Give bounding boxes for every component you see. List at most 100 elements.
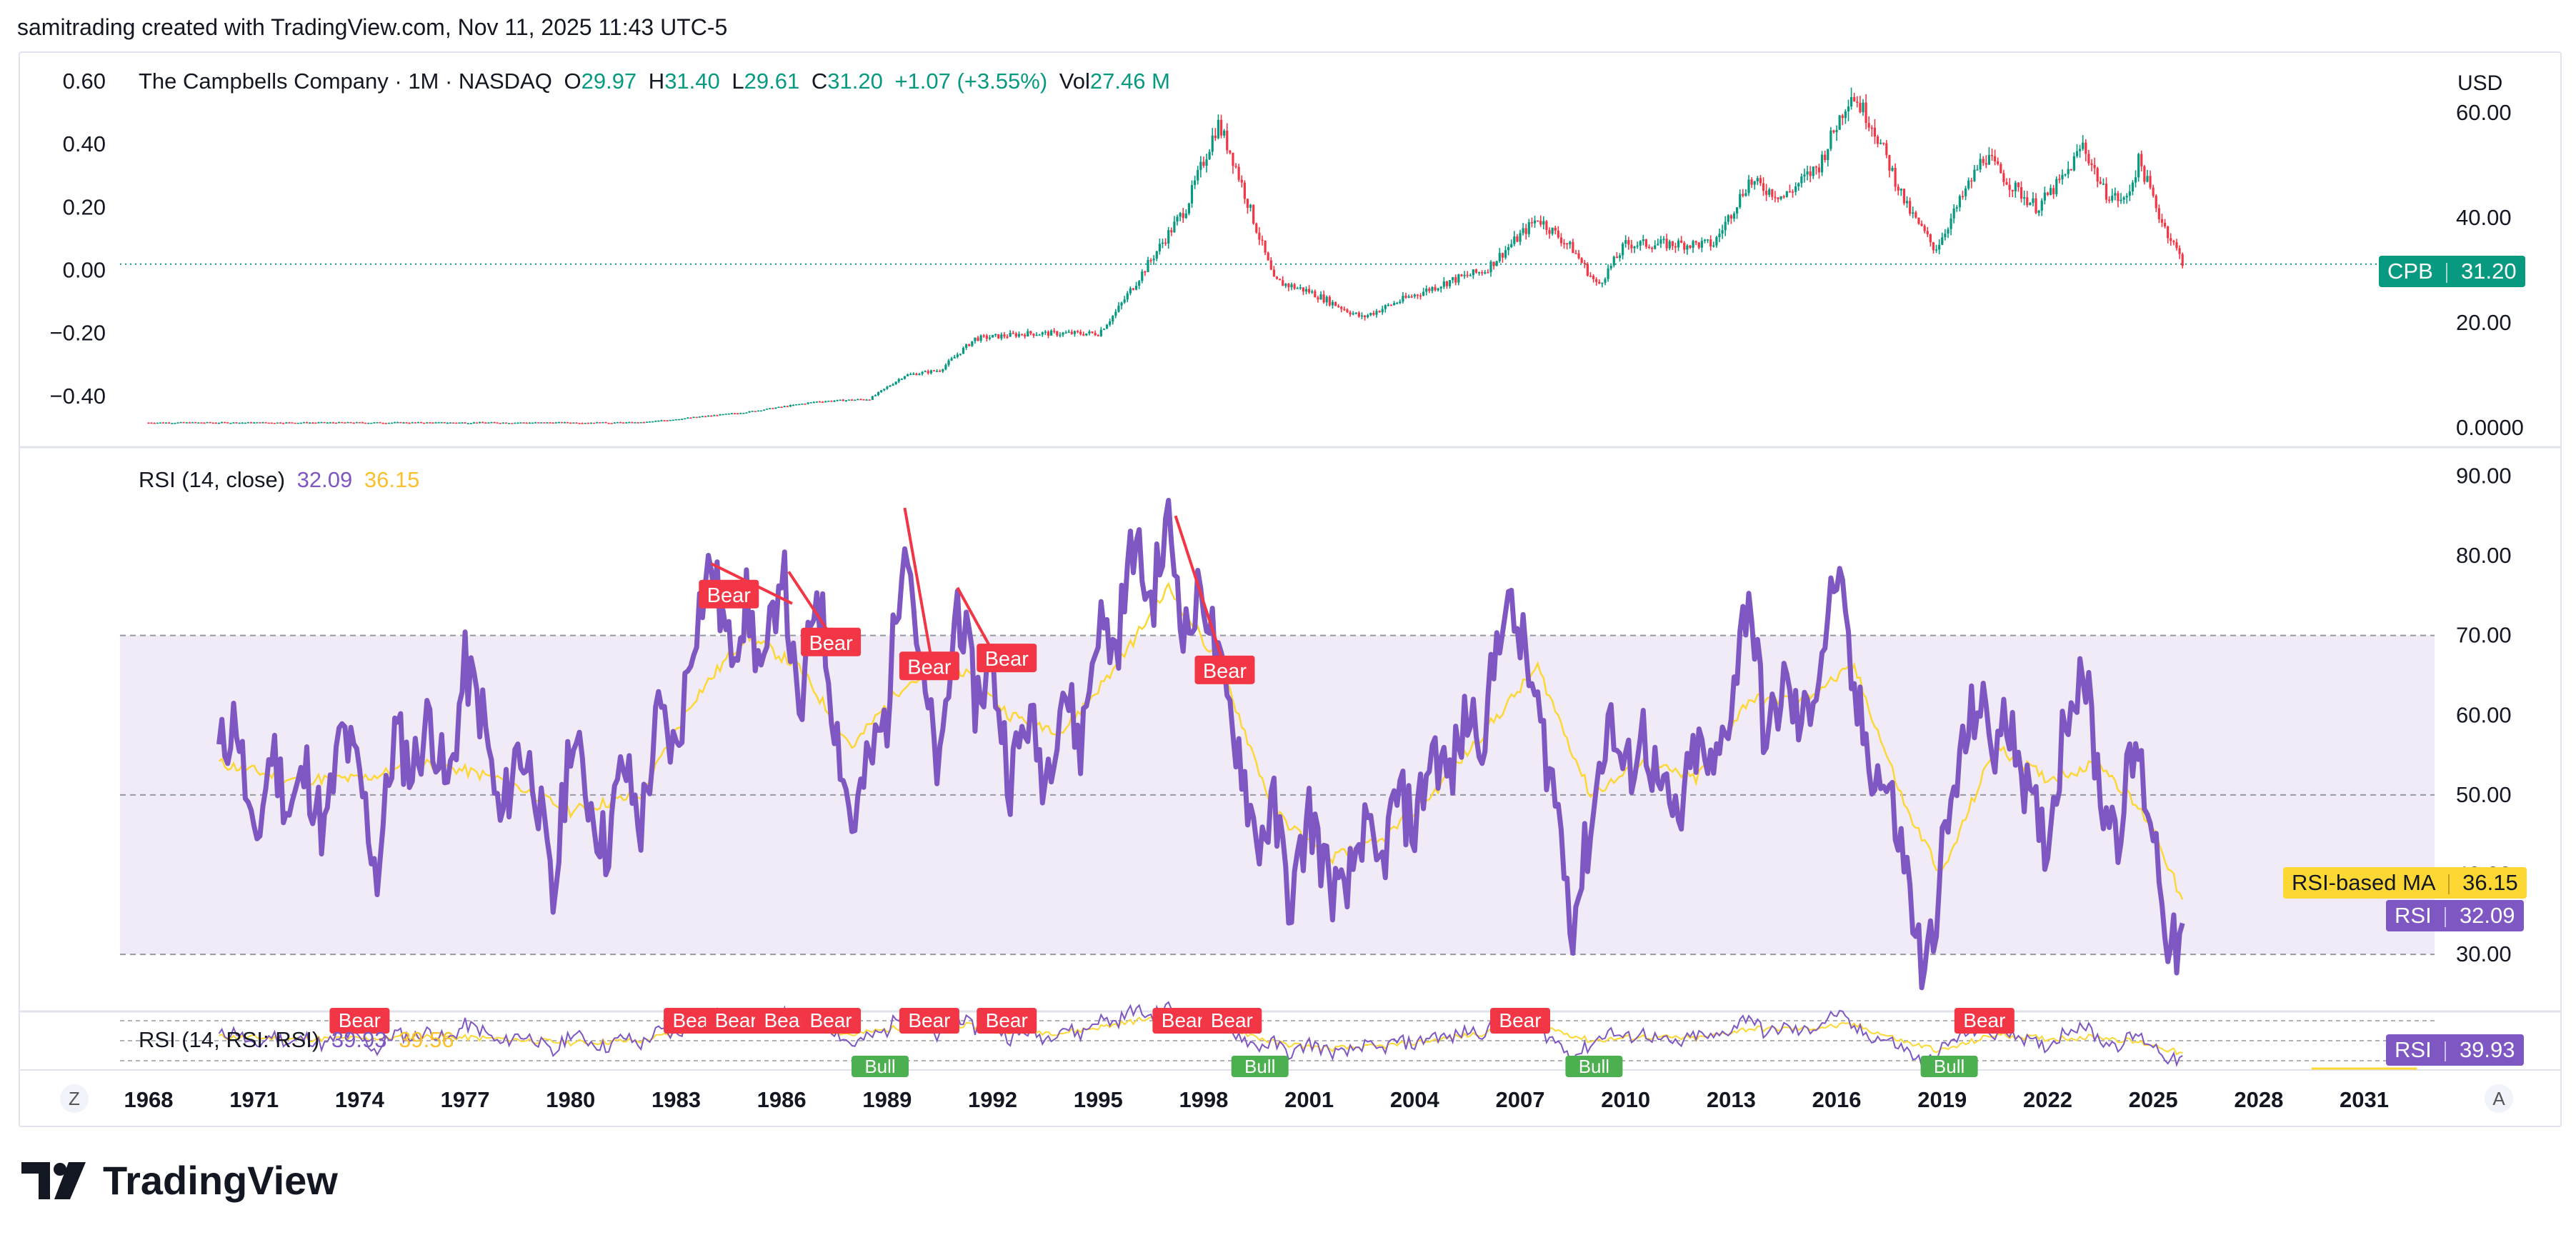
candle-body <box>384 423 387 424</box>
chart-canvas[interactable]: 0.60 0.40 0.20 0.00 −0.20 −0.40 60.00 40.00 20.0… <box>20 53 2560 1126</box>
auto-scale-button[interactable]: A <box>2485 1084 2513 1113</box>
candle-body <box>1891 167 1894 171</box>
last-price-symbol: CPB <box>2387 259 2433 284</box>
candle-body <box>1917 217 1920 224</box>
candle-body <box>974 337 977 341</box>
tradingview-logo[interactable]: TradingView <box>21 1157 338 1204</box>
candle-body <box>818 401 822 403</box>
candle-body <box>1601 282 1604 284</box>
candle-body <box>549 422 551 424</box>
candle-body <box>854 399 857 401</box>
candle-body <box>288 422 291 424</box>
candle-body <box>317 422 320 424</box>
candle-body <box>1706 239 1709 241</box>
candle-body <box>578 423 581 424</box>
candle-body <box>419 421 423 424</box>
candle-body <box>355 422 358 424</box>
rsi-pane[interactable]: 90.0080.0070.0060.0050.0040.0030.00BearB… <box>20 463 2560 1013</box>
candle-body <box>1431 286 1434 291</box>
time-axis-tick-label: 2025 <box>2129 1087 2178 1112</box>
symbol-title[interactable]: The Campbells Company · 1M · NASDAQ <box>139 69 552 94</box>
candle-body <box>918 374 921 376</box>
candle-body <box>1176 216 1179 222</box>
candle-body <box>446 422 449 424</box>
candle-body <box>1094 333 1097 336</box>
candle-body <box>2137 154 2140 178</box>
candle-body <box>1232 152 1234 166</box>
tradingview-logo-icon <box>21 1161 86 1199</box>
candle-body <box>1287 284 1290 288</box>
rsi2-ma-value: 39.56 <box>399 1027 454 1052</box>
candle-body <box>429 422 431 424</box>
candle-body <box>713 415 716 416</box>
candle-body <box>1566 243 1569 245</box>
bear-label-box <box>1152 1008 1213 1034</box>
rsi2-bear-label: Bear <box>1202 1008 1262 1034</box>
candle-body <box>1929 234 1932 243</box>
candle-body <box>874 395 877 396</box>
candle-body <box>815 401 818 403</box>
candle-body <box>414 422 416 424</box>
candle-body <box>830 401 833 402</box>
candle-body <box>1504 250 1507 258</box>
candle-body <box>440 422 443 424</box>
candle-body <box>516 422 519 424</box>
candle-body <box>1170 230 1173 233</box>
candle-body <box>299 422 302 424</box>
candle-body <box>1750 179 1753 185</box>
rsi2-pane[interactable]: Bear Bear Bear Bear Bear Bear Bear Bear Bear Bear… <box>20 1001 2560 1077</box>
candle-body <box>1574 253 1577 254</box>
candle-body <box>1304 289 1308 292</box>
candle-body <box>836 399 839 401</box>
tag-divider <box>2445 906 2447 927</box>
time-axis-tick-label: 1974 <box>335 1087 385 1112</box>
candle-body <box>1829 130 1832 149</box>
candle-body <box>246 422 250 424</box>
bear-divergence-line <box>787 571 832 636</box>
candle-body <box>1392 303 1396 306</box>
candle-body <box>2064 174 2067 176</box>
candle-body <box>1997 161 2000 164</box>
candle-body <box>1967 180 1970 189</box>
candle-body <box>1322 294 1325 303</box>
candle-body <box>1879 142 1882 144</box>
time-axis[interactable]: 1968 1971 1974 1977 1980 1983 1986 1989 1992 1995… <box>124 1087 2390 1112</box>
candle-body <box>1744 193 1747 196</box>
rsi2-bear-label: Bear <box>329 1008 390 1034</box>
rsi2-bull-label: Bull <box>1565 1056 1623 1077</box>
candle-body <box>1941 237 1944 245</box>
candle-body <box>1489 261 1492 273</box>
candle-body <box>1269 260 1272 270</box>
candle-body <box>1961 196 1965 198</box>
candle-body <box>689 417 692 419</box>
candle-body <box>1814 166 1817 168</box>
rsi2-title[interactable]: RSI (14, RSI: RSI) <box>139 1027 320 1052</box>
candle-body <box>988 337 992 339</box>
candle-body <box>220 421 224 424</box>
candle-body <box>2102 184 2105 185</box>
candle-body <box>1495 261 1498 266</box>
candle-body <box>1636 245 1639 247</box>
candle-body <box>968 344 971 346</box>
candle-body <box>1217 119 1220 139</box>
price-pane[interactable]: 0.60 0.40 0.20 0.00 −0.20 −0.40 60.00 40.00 20.0… <box>20 69 2560 449</box>
bull-label-box <box>1231 1056 1289 1077</box>
last-price-value: 31.20 <box>2461 259 2517 284</box>
high-label: H <box>648 69 665 94</box>
bull-label-box <box>852 1056 909 1077</box>
candle-body <box>798 404 801 406</box>
candle-body <box>909 374 912 376</box>
chart-frame[interactable]: 0.60 0.40 0.20 0.00 −0.20 −0.40 60.00 40.00 20.0… <box>19 51 2562 1127</box>
candle-body <box>569 422 572 424</box>
zoom-reset-button[interactable]: Z <box>60 1084 89 1113</box>
currency-label[interactable]: USD <box>2457 71 2503 95</box>
candle-body <box>311 422 314 424</box>
bear-divergence-label: Bear <box>699 579 759 609</box>
candle-body <box>1367 315 1369 318</box>
candle-body <box>2111 195 2114 201</box>
candle-body <box>1639 241 1642 246</box>
candle-body <box>1243 182 1246 199</box>
candle-body <box>478 421 481 424</box>
rsi-title[interactable]: RSI (14, close) <box>139 467 286 492</box>
candle-body <box>886 386 889 389</box>
